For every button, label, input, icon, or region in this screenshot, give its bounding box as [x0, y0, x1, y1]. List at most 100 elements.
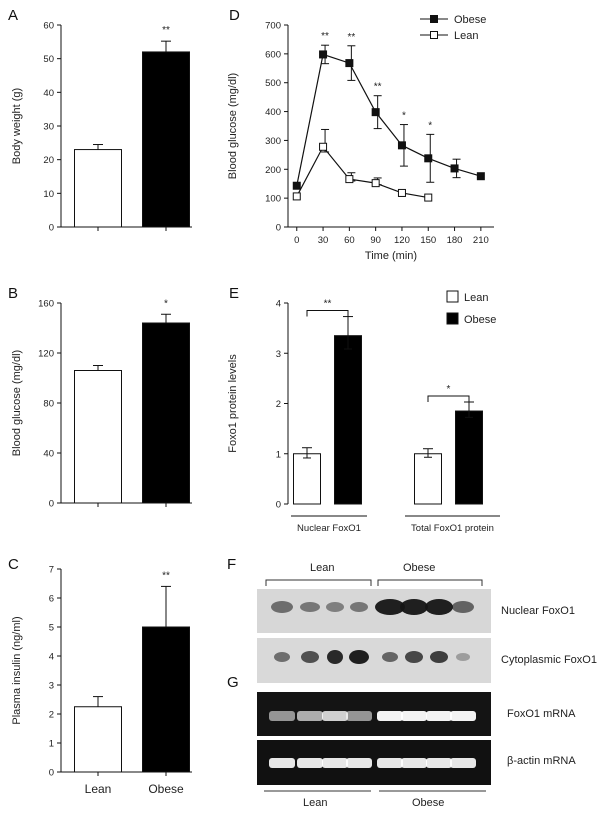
blot-band	[350, 602, 368, 612]
significance-bracket	[306, 310, 349, 317]
chart-a-y-axis-label: Body weight (g)	[11, 88, 23, 164]
x-tick-label: 30	[318, 235, 329, 246]
x-tick-label: 210	[473, 235, 489, 246]
legend-label-obese: Obese	[454, 14, 486, 26]
bar	[74, 706, 122, 773]
chart-d-y-tick-label: 100	[265, 194, 281, 205]
chart-d-y-tick-label: 400	[265, 107, 281, 118]
data-point-obese	[397, 141, 406, 150]
gel-band	[450, 711, 476, 721]
legend-label-lean: Lean	[464, 292, 488, 304]
bar-lean	[414, 453, 442, 505]
chart-c-y-tick-label: 7	[49, 565, 54, 576]
blot-band	[405, 651, 423, 663]
data-point-obese	[476, 172, 485, 181]
blot-row-label-cytoplasmic: Cytoplasmic FoxO1	[501, 654, 597, 666]
gel-band	[322, 711, 348, 721]
chart-a-y-tick-label: 20	[43, 155, 54, 166]
blot-band	[274, 652, 290, 662]
chart-b-y-tick-label: 80	[43, 399, 54, 410]
bar	[74, 149, 122, 228]
gel-band	[426, 711, 452, 721]
blot-band	[425, 599, 453, 615]
x-category-label: Lean	[85, 782, 112, 796]
chart-a-y-tick-label: 10	[43, 189, 54, 200]
chart-c-y-tick-label: 4	[49, 652, 54, 663]
blot-bottom-label-obese: Obese	[412, 797, 444, 809]
bar	[74, 370, 122, 504]
bar-obese	[334, 335, 362, 505]
significance-mark: **	[162, 570, 170, 581]
data-point-lean	[424, 193, 433, 202]
panel-label-g: G	[227, 674, 239, 691]
chart-e-y-tick-label: 4	[276, 299, 281, 310]
panel-label-e: E	[229, 285, 239, 302]
chart-d-y-tick-label: 500	[265, 78, 281, 89]
chart-c-y-tick-label: 2	[49, 710, 54, 721]
blot-band	[456, 653, 470, 661]
data-point-obese	[319, 50, 328, 59]
data-point-obese	[424, 154, 433, 163]
gel-band	[401, 711, 427, 721]
blot-bracket-lean	[265, 579, 372, 586]
chart-c-y-axis-label: Plasma insulin (ng/ml)	[11, 616, 23, 724]
blot-band	[326, 602, 344, 612]
panel-label-c: C	[8, 556, 19, 573]
panel-label-d: D	[229, 7, 240, 24]
chart-e-y-tick-label: 2	[276, 399, 281, 410]
significance-bracket	[427, 395, 470, 402]
legend-marker-lean	[430, 31, 438, 39]
chart-e-y-tick-label: 3	[276, 349, 281, 360]
chart-b-y-tick-label: 120	[38, 349, 54, 360]
chart-b-y-axis-label: Blood glucose (mg/dl)	[11, 350, 23, 456]
gel-band	[377, 758, 403, 768]
x-tick-label: 120	[394, 235, 410, 246]
bar	[142, 322, 190, 504]
legend-label-obese: Obese	[464, 314, 496, 326]
chart-c-y-tick-label: 5	[49, 623, 54, 634]
legend-label-lean: Lean	[454, 30, 478, 42]
chart-blood-glucose: 0 40 80 120 160 Blood glucose (mg/dl) *	[11, 298, 192, 510]
blot-band	[327, 650, 343, 664]
series-line-obese	[296, 53, 482, 186]
gel-band	[322, 758, 348, 768]
blot-row-label-actin-mrna: β-actin mRNA	[507, 755, 576, 767]
chart-a-y-tick-label: 50	[43, 54, 54, 65]
gel-band	[269, 758, 295, 768]
blot-bottom-label-lean: Lean	[303, 797, 327, 809]
x-tick-label: 60	[344, 235, 355, 246]
x-tick-label: 150	[420, 235, 436, 246]
x-category-label: Obese	[148, 782, 184, 796]
chart-a-y-tick-label: 40	[43, 88, 54, 99]
blot-bracket-obese	[377, 579, 483, 586]
data-point-obese	[371, 108, 380, 117]
blot-band	[400, 599, 428, 615]
significance-mark: **	[324, 299, 332, 310]
panel-label-f: F	[227, 556, 236, 573]
chart-e-y-axis-label: Foxo1 protein levels	[227, 354, 239, 453]
bar	[142, 626, 190, 773]
blot-panels: Lean Obese Nuclear FoxO1 Cytoplasmic Fox…	[257, 562, 597, 809]
data-point-lean	[319, 142, 328, 151]
blot-band	[349, 650, 369, 664]
significance-mark: *	[402, 111, 406, 122]
blot-cytoplasmic-foxo1	[257, 638, 491, 683]
blot-band	[301, 651, 319, 663]
data-point-obese	[345, 59, 354, 68]
gel-band	[377, 711, 403, 721]
chart-plasma-insulin: 0 1 2 3 4 5 6 7 Plasma insulin (ng/ml) Lean ** Obes…	[11, 565, 192, 796]
blot-nuclear-foxo1	[257, 589, 491, 633]
significance-mark: *	[447, 384, 451, 395]
blot-group-label-lean: Lean	[310, 562, 334, 574]
chart-a-y-tick-label: 30	[43, 122, 54, 133]
series-line-lean	[296, 145, 429, 199]
x-axis-label: Time (min)	[365, 250, 417, 262]
blot-band	[271, 601, 293, 613]
blot-band	[430, 651, 448, 663]
chart-b-y-tick-label: 40	[43, 449, 54, 460]
gel-band	[401, 758, 427, 768]
panel-label-b: B	[8, 285, 18, 302]
